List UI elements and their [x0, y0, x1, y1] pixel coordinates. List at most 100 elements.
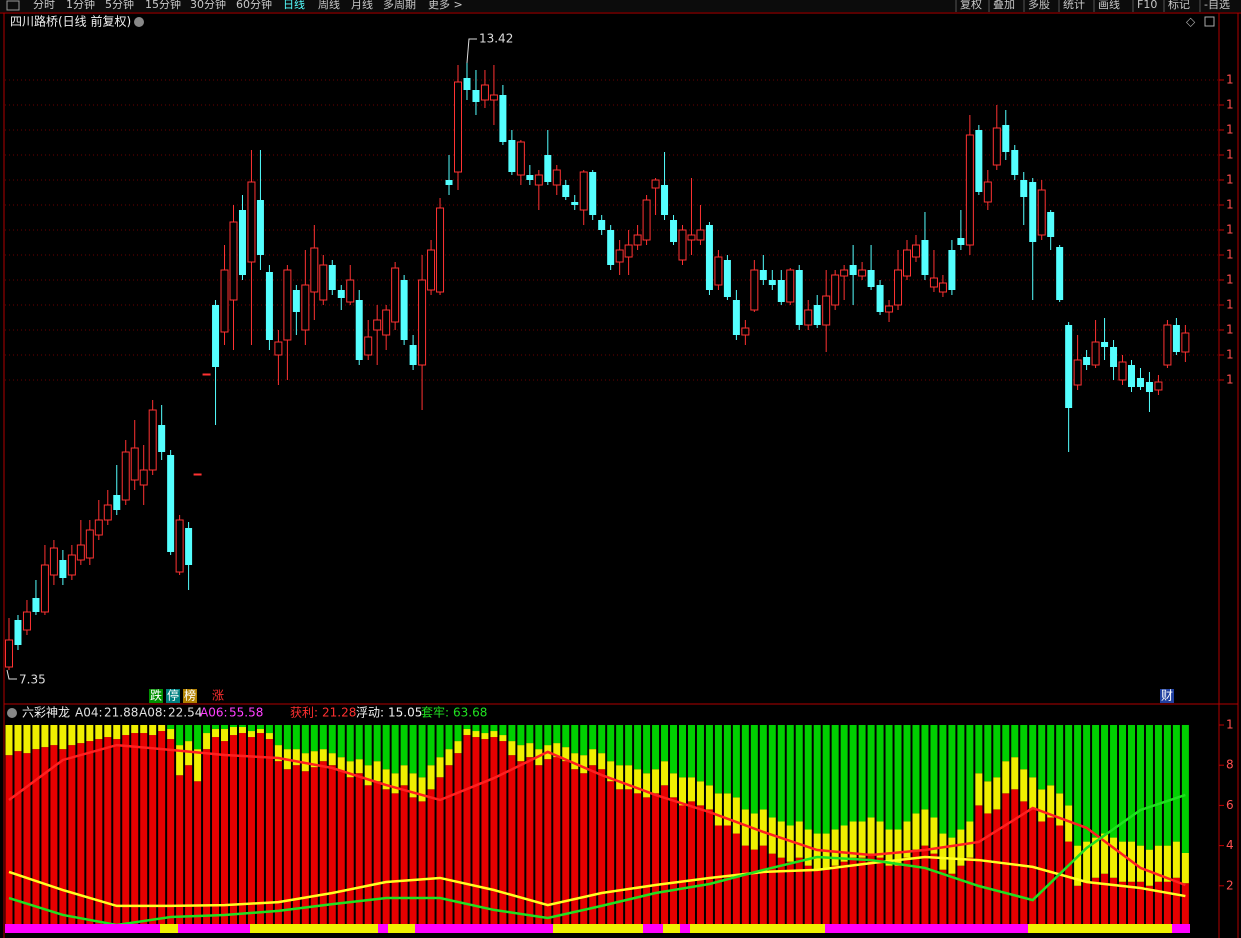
bar-segment: [490, 731, 498, 738]
legend-label: A04:: [75, 706, 103, 720]
bar-segment: [463, 729, 471, 736]
bar-segment: [571, 753, 579, 770]
bar-segment: [885, 865, 893, 926]
bar-segment: [957, 829, 965, 866]
bar-segment: [571, 769, 579, 926]
candle-body: [175, 519, 184, 573]
bar-segment: [607, 725, 615, 762]
bar-segment: [355, 759, 363, 774]
tool-button[interactable]: 多股: [1028, 0, 1050, 11]
dropdown-icon[interactable]: [7, 708, 17, 718]
bar-segment: [804, 725, 812, 830]
period-button[interactable]: 月线: [351, 0, 373, 11]
candle-body: [965, 134, 974, 246]
indicator-title: 六彩神龙: [22, 706, 70, 720]
bar-segment: [786, 861, 794, 926]
bar-segment: [939, 833, 947, 870]
candle-body: [22, 611, 31, 631]
bar-segment: [732, 833, 740, 926]
tool-button[interactable]: 叠加: [993, 0, 1015, 11]
period-button[interactable]: 1分钟: [66, 0, 95, 11]
candle-body: [642, 199, 651, 241]
period-button[interactable]: 周线: [318, 0, 340, 11]
bar-segment: [445, 725, 453, 750]
candle-body: [714, 256, 723, 286]
candle-body: [571, 202, 579, 205]
bar-segment: [966, 725, 974, 822]
candle-body: [283, 269, 292, 341]
bar-segment: [562, 725, 570, 748]
menu-icon[interactable]: [6, 0, 20, 11]
tool-button[interactable]: -自选: [1204, 0, 1230, 11]
strip-segment: [415, 924, 553, 933]
candle-body: [867, 270, 875, 287]
bar-segment: [499, 735, 507, 742]
candle-body: [759, 270, 767, 280]
bar-segment: [1119, 881, 1127, 926]
bar-segment: [759, 809, 767, 846]
bar-segment: [813, 725, 821, 834]
period-button[interactable]: 5分钟: [105, 0, 134, 11]
candle-body: [929, 277, 938, 288]
candle-body: [696, 229, 705, 241]
tool-button[interactable]: F10: [1137, 0, 1157, 11]
candle-body: [364, 336, 373, 356]
bar-segment: [1172, 841, 1180, 878]
marker-bg: [211, 689, 225, 703]
bar-segment: [921, 725, 929, 810]
bar-segment: [625, 765, 633, 790]
bar-segment: [741, 845, 749, 926]
tool-button[interactable]: 复权: [960, 0, 982, 11]
bar-segment: [966, 821, 974, 858]
bar-segment: [391, 773, 399, 794]
bar-segment: [831, 865, 839, 926]
bar-segment: [454, 741, 462, 754]
candle-body: [355, 300, 363, 360]
period-button[interactable]: 30分钟: [190, 0, 226, 11]
bar-segment: [427, 789, 435, 926]
bar-segment: [840, 825, 848, 862]
period-button[interactable]: 更多 >: [428, 0, 463, 11]
bar-segment: [32, 725, 40, 750]
tool-button[interactable]: 画线: [1098, 0, 1120, 11]
icon[interactable]: [1204, 16, 1215, 27]
candle-body: [1047, 212, 1055, 237]
tool-button[interactable]: 统计: [1063, 0, 1085, 11]
period-button[interactable]: 日线: [283, 0, 305, 11]
period-button[interactable]: 15分钟: [145, 0, 181, 11]
bar-segment: [589, 725, 597, 750]
candle-body: [579, 171, 588, 211]
period-button[interactable]: 多周期: [383, 0, 416, 11]
bar-segment: [930, 817, 938, 854]
bar-segment: [409, 725, 417, 774]
bar-segment: [553, 743, 561, 758]
bar-segment: [939, 869, 947, 926]
bar-segment: [562, 761, 570, 926]
tool-button[interactable]: 标记: [1168, 0, 1190, 11]
legend-value: 21.28: [322, 706, 356, 720]
strip-segment: [1172, 924, 1190, 933]
bar-segment: [140, 733, 148, 926]
bar-segment: [921, 809, 929, 846]
candle-body: [319, 264, 328, 301]
bar-segment: [661, 785, 669, 926]
y-tick-label: 1: [1226, 323, 1234, 337]
period-button[interactable]: 分时: [33, 0, 55, 11]
bar-segment: [391, 725, 399, 774]
marker-bg: [149, 689, 163, 703]
bar-segment: [185, 765, 193, 926]
candle-body: [463, 78, 471, 90]
dropdown-icon[interactable]: [134, 17, 144, 27]
bar-segment: [903, 857, 911, 926]
candle-body: [562, 185, 570, 197]
candle-body: [876, 285, 884, 312]
period-button[interactable]: 60分钟: [236, 0, 272, 11]
bar-segment: [427, 765, 435, 790]
bar-segment: [1083, 725, 1091, 842]
candle-body: [1136, 378, 1144, 387]
bar-segment: [59, 725, 67, 750]
bar-segment: [1163, 725, 1171, 846]
icon[interactable]: ◇: [1186, 15, 1196, 29]
bar-segment: [1074, 885, 1082, 926]
candle-body: [786, 269, 795, 303]
